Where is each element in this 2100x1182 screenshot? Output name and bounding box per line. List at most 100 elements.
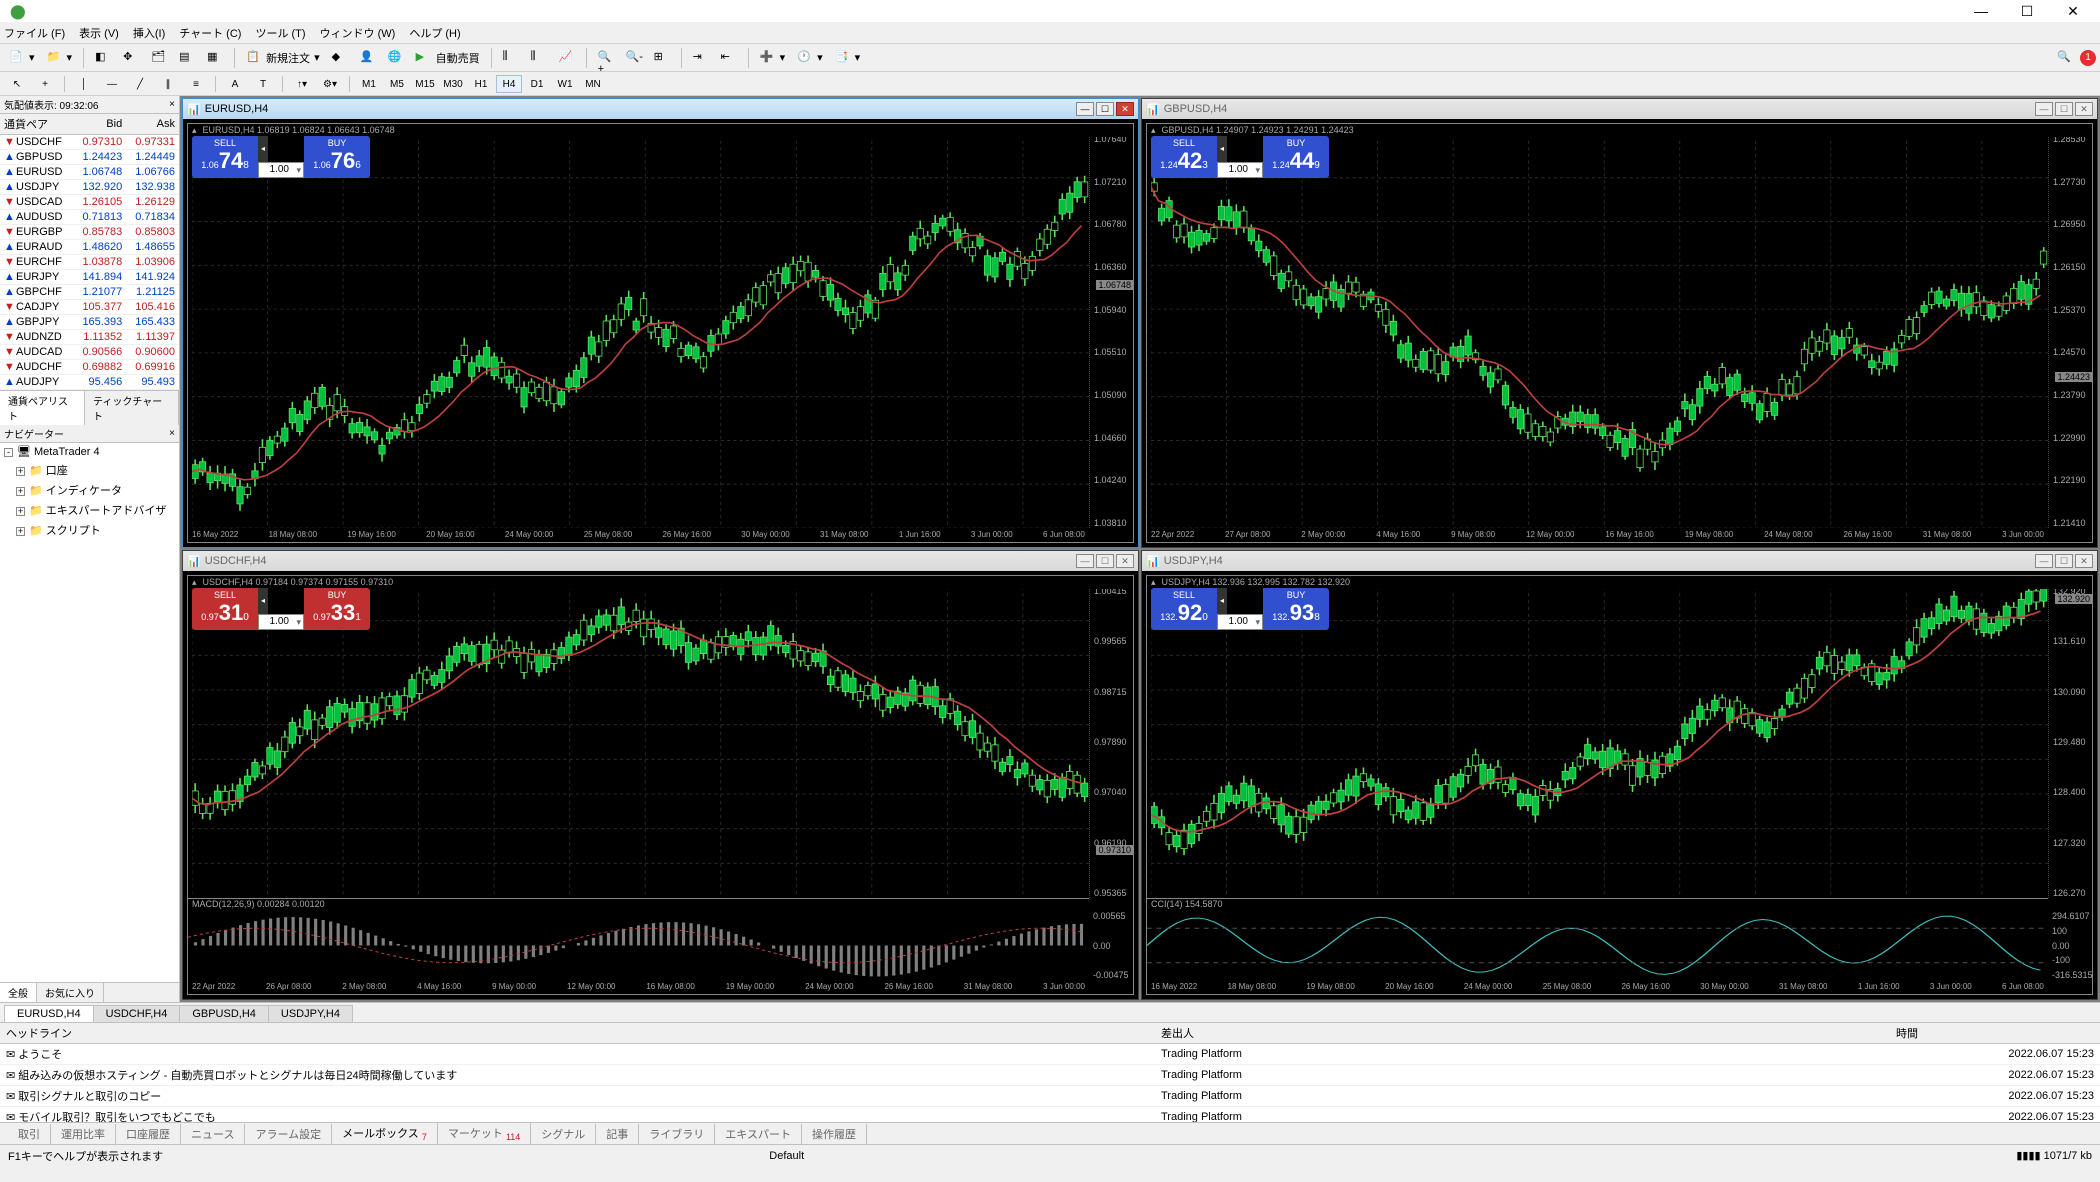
terminal-tab[interactable]: 取引 (8, 1124, 51, 1144)
collapse-oneclick[interactable]: ◂ (1217, 136, 1227, 162)
mailbox-row[interactable]: ✉ 組み込みの仮想ホスティング - 自動売買ロボットとシグナルは毎日24時間稼働… (0, 1065, 2100, 1086)
terminal-tab[interactable]: 記事 (596, 1124, 639, 1144)
navigator-tab[interactable]: お気に入り (37, 983, 104, 1002)
chart-minimize[interactable]: — (2035, 554, 2053, 568)
terminal-tab[interactable]: エキスパート (715, 1124, 802, 1144)
sell-button[interactable]: SELL 0.97310 (192, 588, 258, 630)
chart-titlebar[interactable]: 📊 USDJPY,H4 — ☐ ✕ (1142, 551, 2097, 571)
buy-button[interactable]: BUY 1.06766 (304, 136, 370, 178)
text-tool[interactable]: A (222, 75, 248, 93)
menu-item[interactable]: ヘルプ (H) (409, 25, 460, 41)
fibo-tool[interactable]: ≡ (183, 75, 209, 93)
market-row[interactable]: ▼USDCHF0.973100.97331 (0, 135, 179, 150)
timeframe-M1[interactable]: M1 (356, 75, 382, 93)
timeframe-W1[interactable]: W1 (552, 75, 578, 93)
signals-button[interactable]: 🌐 (383, 47, 409, 69)
options-button[interactable]: 👤 (355, 47, 381, 69)
indicators-button[interactable]: ➕▾ (755, 47, 791, 69)
chart-canvas[interactable]: ▴USDJPY,H4 132.936 132.995 132.782 132.9… (1146, 575, 2093, 995)
chart-close[interactable]: ✕ (2075, 554, 2093, 568)
terminal-button[interactable]: ▤ (174, 47, 200, 69)
menu-item[interactable]: ウィンドウ (W) (320, 25, 396, 41)
market-col-header[interactable]: Bid (73, 114, 126, 135)
autoscroll-button[interactable]: ⇥ (688, 47, 714, 69)
timeframe-H4[interactable]: H4 (496, 75, 522, 93)
terminal-tab[interactable]: アラーム設定 (245, 1124, 332, 1144)
bar-chart-button[interactable]: ⫼ (498, 47, 524, 69)
buy-button[interactable]: BUY 1.24449 (1263, 136, 1329, 178)
mailbox-row[interactable]: ✉ ようこそTrading Platform2022.06.07 15:23 (0, 1044, 2100, 1065)
news-col[interactable]: ヘッドライン (0, 1023, 1155, 1044)
timeframe-M15[interactable]: M15 (412, 75, 438, 93)
templates-button[interactable]: 📑▾ (830, 47, 866, 69)
market-row[interactable]: ▼AUDCHF0.698820.69916 (0, 360, 179, 375)
collapse-oneclick[interactable]: ◂ (258, 136, 268, 162)
timeframe-H1[interactable]: H1 (468, 75, 494, 93)
news-col[interactable]: 差出人 (1155, 1023, 1890, 1044)
window-maximize-button[interactable]: ☐ (2004, 1, 2050, 21)
channel-tool[interactable]: ∥ (155, 75, 181, 93)
market-col-header[interactable]: Ask (126, 114, 179, 135)
terminal-tab[interactable]: 操作履歴 (802, 1124, 867, 1144)
metaeditor-button[interactable]: ◆ (327, 47, 353, 69)
volume-input[interactable]: 1.00 (258, 162, 304, 178)
chart-tab[interactable]: USDCHF,H4 (93, 1005, 181, 1022)
notification-badge[interactable]: 1 (2080, 50, 2096, 66)
window-minimize-button[interactable]: — (1958, 1, 2004, 21)
terminal-tab[interactable]: 口座履歴 (116, 1124, 181, 1144)
chart-titlebar[interactable]: 📊 GBPUSD,H4 — ☐ ✕ (1142, 99, 2097, 119)
chart-minimize[interactable]: — (1076, 554, 1094, 568)
chart-minimize[interactable]: — (2035, 102, 2053, 116)
chart-tab[interactable]: USDJPY,H4 (268, 1005, 353, 1022)
chart-canvas[interactable]: ▴EURUSD,H4 1.06819 1.06824 1.06643 1.067… (187, 123, 1134, 543)
timeframe-MN[interactable]: MN (580, 75, 606, 93)
vline-tool[interactable]: │ (71, 75, 97, 93)
menu-item[interactable]: ファイル (F) (4, 25, 65, 41)
autotrade-button[interactable]: ▶自動売買 (411, 47, 485, 69)
chart-close[interactable]: ✕ (1116, 554, 1134, 568)
terminal-tab[interactable]: メールボックス 7 (332, 1123, 438, 1144)
zoom-in-button[interactable]: 🔍+ (593, 47, 619, 69)
mailbox-row[interactable]: ✉ モバイル取引？取引をいつでもどこでもTrading Platform2022… (0, 1107, 2100, 1123)
chart-tab[interactable]: EURUSD,H4 (4, 1005, 94, 1022)
news-col[interactable]: 時間 (1890, 1023, 2100, 1044)
buy-button[interactable]: BUY 132.938 (1263, 588, 1329, 630)
market-col-header[interactable]: 通貨ペア (0, 114, 73, 135)
search-button[interactable]: 🔍 (2052, 47, 2078, 69)
crosshair-tool[interactable]: + (32, 75, 58, 93)
market-row[interactable]: ▼CADJPY105.377105.416 (0, 300, 179, 315)
trendline-tool[interactable]: ╱ (127, 75, 153, 93)
chart-close[interactable]: ✕ (2075, 102, 2093, 116)
hline-tool[interactable]: ― (99, 75, 125, 93)
market-row[interactable]: ▲EURUSD1.067481.06766 (0, 165, 179, 180)
menu-item[interactable]: 挿入(I) (133, 25, 165, 41)
market-watch-close[interactable]: × (169, 99, 175, 110)
market-row[interactable]: ▼AUDCAD0.905660.90600 (0, 345, 179, 360)
chart-maximize[interactable]: ☐ (2055, 554, 2073, 568)
line-chart-button[interactable]: 📈 (554, 47, 580, 69)
buy-button[interactable]: BUY 0.97331 (304, 588, 370, 630)
chart-canvas[interactable]: ▴GBPUSD,H4 1.24907 1.24923 1.24291 1.244… (1146, 123, 2093, 543)
terminal-tab[interactable]: シグナル (531, 1124, 596, 1144)
textlabel-tool[interactable]: T (250, 75, 276, 93)
nav-item[interactable]: +📁 口座 (0, 460, 179, 480)
chart-titlebar[interactable]: 📊 USDCHF,H4 — ☐ ✕ (183, 551, 1138, 571)
zoom-out-button[interactable]: 🔍- (621, 47, 647, 69)
market-watch-button[interactable]: ◧ (90, 47, 116, 69)
market-row[interactable]: ▼EURGBP0.857830.85803 (0, 225, 179, 240)
new-chart-button[interactable]: 📄▾ (4, 47, 40, 69)
market-row[interactable]: ▲GBPCHF1.210771.21125 (0, 285, 179, 300)
sell-button[interactable]: SELL 132.920 (1151, 588, 1217, 630)
new-order-button[interactable]: 📋新規注文▾ (241, 47, 325, 69)
sell-button[interactable]: SELL 1.06748 (192, 136, 258, 178)
chart-canvas[interactable]: ▴USDCHF,H4 0.97184 0.97374 0.97155 0.973… (187, 575, 1134, 995)
volume-input[interactable]: 1.00 (1217, 614, 1263, 630)
market-row[interactable]: ▲USDJPY132.920132.938 (0, 180, 179, 195)
menu-item[interactable]: チャート (C) (179, 25, 241, 41)
navigator-button[interactable]: 🗂 (146, 47, 172, 69)
chart-titlebar[interactable]: 📊 EURUSD,H4 — ☐ ✕ (183, 99, 1138, 119)
cursor-tool[interactable]: ↖ (4, 75, 30, 93)
market-tab[interactable]: ティックチャート (85, 391, 179, 425)
navigator-tab[interactable]: 全般 (0, 983, 37, 1002)
market-row[interactable]: ▲AUDUSD0.718130.71834 (0, 210, 179, 225)
